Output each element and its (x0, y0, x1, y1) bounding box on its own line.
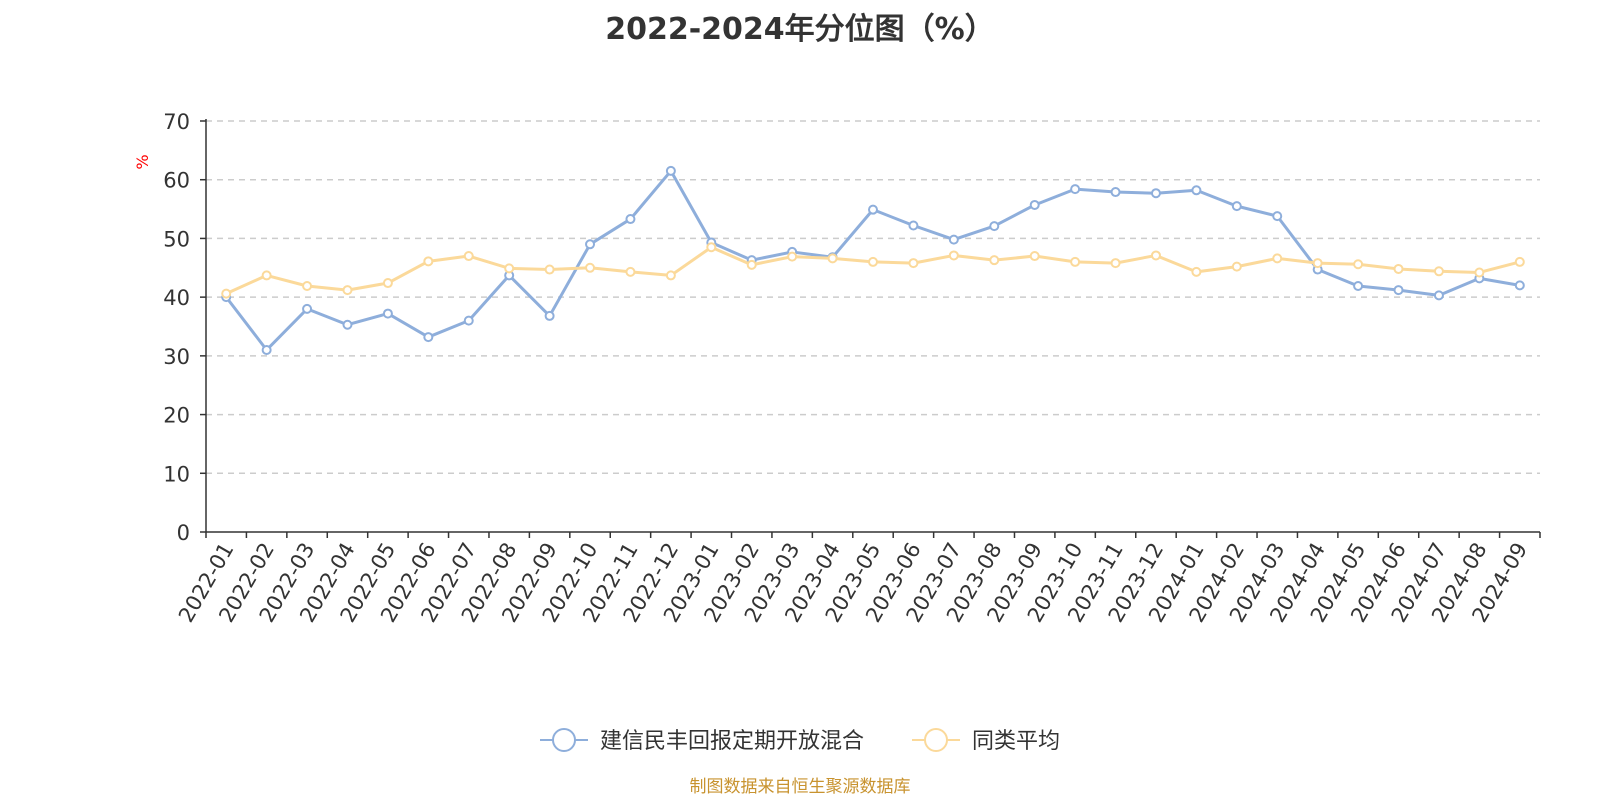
series-2-point (423, 256, 434, 267)
series-1-point (1393, 285, 1404, 296)
series-1-point (1231, 201, 1242, 212)
series-1-point (1353, 280, 1364, 291)
source-note: 制图数据来自恒生聚源数据库 (689, 777, 911, 797)
y-tick-label: 70 (163, 110, 190, 134)
series-1-point (1272, 211, 1283, 222)
series-2-point (1474, 267, 1485, 278)
series-2-point (787, 251, 798, 262)
series-2-point (544, 264, 555, 275)
series-1-point (1191, 185, 1202, 196)
series-2-point (827, 253, 838, 264)
series-2-point (261, 270, 272, 281)
series-1-point (868, 204, 878, 215)
series-1-point (382, 308, 393, 319)
series-2-point (302, 280, 313, 291)
y-tick-label: 40 (163, 286, 190, 310)
y-tick-label: 0 (177, 521, 190, 545)
series-2-point (1150, 250, 1161, 261)
series-2-point (746, 259, 757, 270)
series-2-point (625, 266, 636, 277)
series-2-point (989, 255, 1000, 266)
series-1-point (463, 315, 474, 326)
series-2-point (342, 285, 353, 296)
legend-marker-2 (924, 728, 948, 752)
series-1-point (948, 234, 959, 245)
series-1-point (261, 344, 272, 355)
series-1-point (1433, 290, 1444, 301)
series-1-point (1110, 187, 1121, 198)
legend-marker-1 (552, 728, 576, 752)
series-2-point (868, 256, 878, 267)
series-1-point (585, 239, 596, 250)
legend-label-2: 同类平均 (972, 729, 1060, 754)
chart-title: 2022-2024年分位图（%） (605, 12, 995, 47)
legend-label-1: 建信民丰回报定期开放混合 (600, 729, 864, 754)
y-tick-label: 50 (163, 227, 190, 251)
series-1-point (342, 319, 353, 330)
series-2-point (585, 262, 596, 273)
series-2-point (665, 270, 676, 281)
series-2-point (1514, 256, 1525, 267)
series-2-point (1312, 258, 1323, 269)
series-1-point (1070, 184, 1081, 195)
y-tick-label: 10 (163, 462, 190, 486)
series-1-point (1150, 188, 1161, 199)
series-1-point (989, 221, 1000, 232)
series-1-point (544, 310, 555, 321)
series-2-point (1029, 251, 1040, 262)
series-2-point (382, 278, 393, 289)
series-1-point (625, 214, 636, 225)
series-1-point (423, 332, 434, 343)
series-2-point (463, 251, 474, 262)
series-2-point (1110, 258, 1121, 269)
y-tick-label: 30 (163, 345, 190, 369)
y-axis-label: % (133, 154, 152, 169)
series-2-point (1433, 266, 1444, 277)
series-2-point (1353, 259, 1364, 270)
series-1-point (665, 165, 676, 176)
series-2-point (504, 263, 515, 274)
y-tick-label: 60 (163, 169, 190, 193)
series-2-point (221, 288, 232, 299)
series-2-point (1070, 256, 1081, 267)
series-line-2 (225, 245, 1521, 295)
series-2-point (1393, 263, 1404, 274)
series-1-point (908, 220, 919, 231)
series-1-point (1514, 280, 1525, 291)
series-2-point (1272, 253, 1283, 264)
series-2-point (1231, 261, 1242, 272)
series-2-point (1191, 266, 1202, 277)
series-1-point (1029, 199, 1040, 210)
series-2-point (706, 242, 717, 253)
y-tick-label: 20 (163, 404, 190, 428)
series-2-point (908, 258, 919, 269)
series-2-point (948, 250, 959, 261)
series-1-point (302, 303, 313, 314)
